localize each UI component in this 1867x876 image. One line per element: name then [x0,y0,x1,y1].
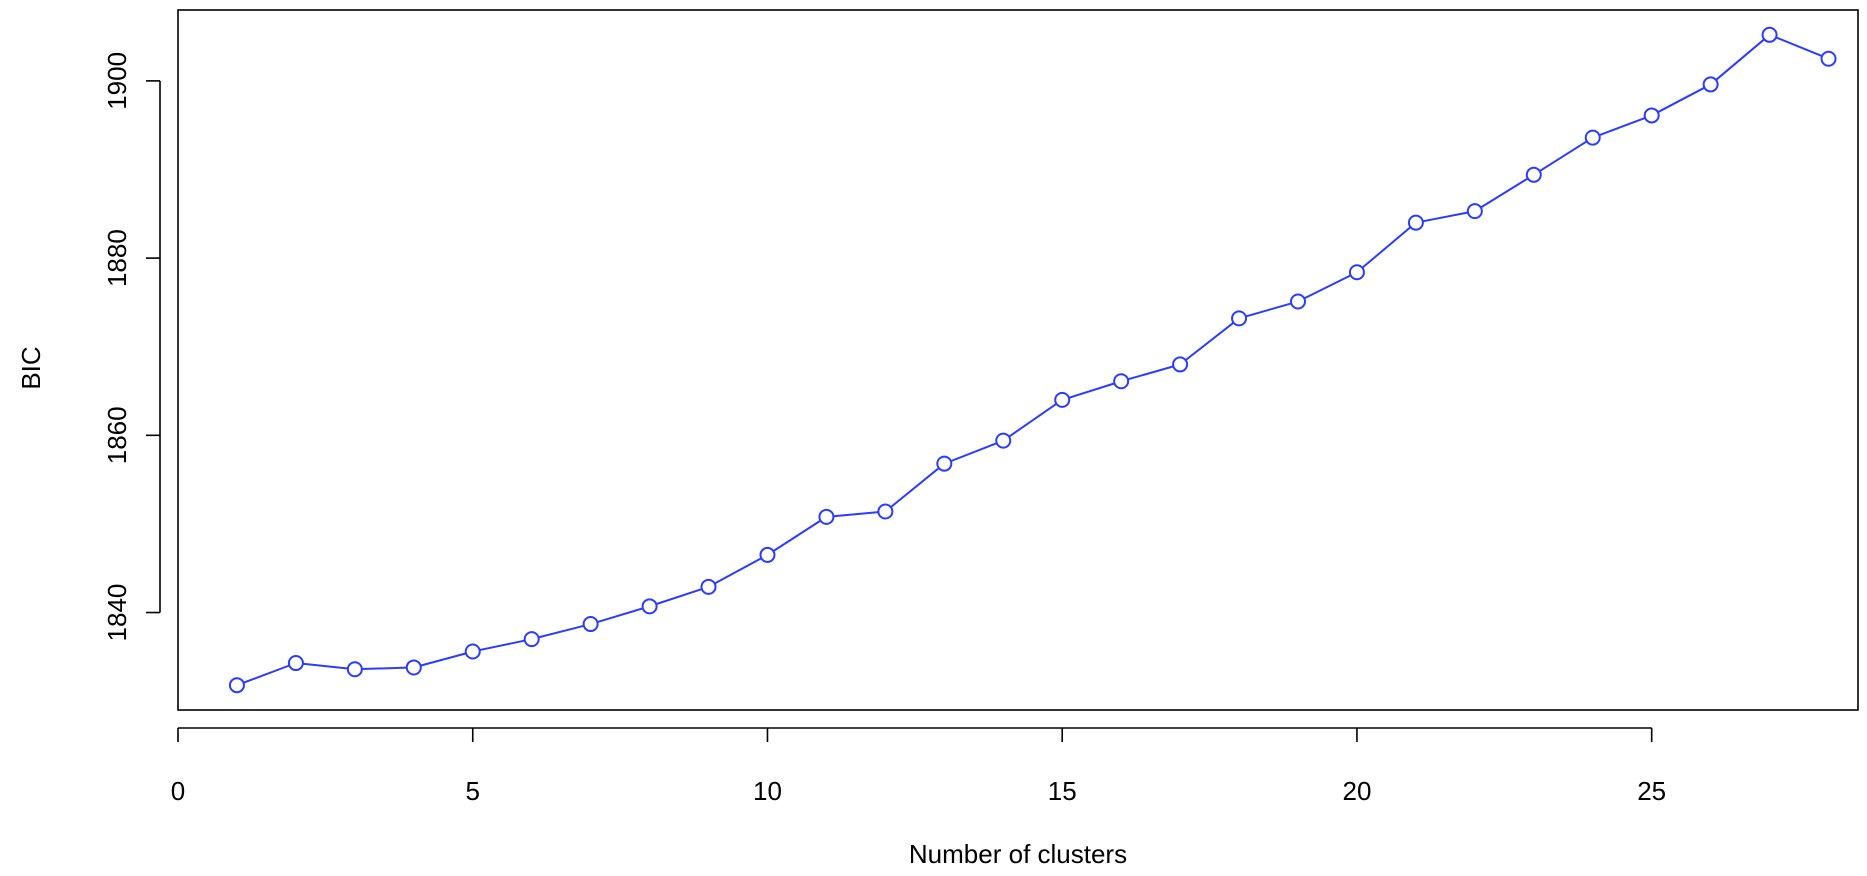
x-tick-label: 10 [753,776,782,806]
x-tick-label: 15 [1048,776,1077,806]
x-tick-label: 20 [1342,776,1371,806]
data-point [995,432,1012,449]
y-tick-label: 1840 [102,584,132,642]
data-point [818,508,835,525]
data-point [1054,391,1071,408]
data-point [1761,26,1778,43]
series-line-segment [1127,365,1174,381]
series-line-segment [1245,302,1292,318]
series-line-segment [420,652,467,667]
series-line-segment [714,557,762,585]
data-point [1466,203,1483,220]
y-tick-label: 1860 [102,406,132,464]
series-line-segment [1068,382,1115,399]
series-line-segment [1008,403,1058,438]
series-line-segment [1480,177,1529,209]
series-line-segment [833,511,879,518]
data-point [1231,310,1248,327]
data-point [1702,76,1719,93]
series-line-segment [243,664,290,684]
series-line-segment [655,588,703,606]
data-point [877,503,894,520]
series-line-segment [1422,211,1469,223]
series-line-segment [1185,321,1235,361]
y-tick-label: 1880 [102,229,132,287]
data-point [1584,129,1601,146]
data-point [700,578,717,595]
series-line-segment [1303,274,1352,300]
data-point [1172,356,1189,373]
series-line-segment [1775,36,1823,58]
series-line-segment [538,624,585,639]
series-line-segment [890,467,940,508]
x-tick-label: 25 [1637,776,1666,806]
series-line-segment [597,607,644,623]
data-point [287,655,304,672]
series-line-segment [1539,140,1588,172]
data-point [1643,107,1660,124]
x-tick-label: 5 [466,776,480,806]
data-point [1525,166,1542,183]
y-axis: 1840 1860 1880 1900 [102,52,161,642]
data-point [1820,50,1837,67]
series-line-segment [1657,86,1705,114]
data-point [228,677,245,694]
series-line-segment [302,662,348,670]
series-line-segment [1598,116,1646,137]
data-point [1290,293,1306,310]
data-point [936,455,953,472]
series-layer [228,26,1837,694]
data-point [346,661,363,678]
data-point [405,659,422,676]
x-axis: 0 5 10 15 20 25 [171,727,1666,806]
data-point [641,598,658,615]
x-tick-label: 0 [171,776,185,806]
y-axis-label: BIC [16,346,46,389]
series-line-segment [950,442,998,463]
data-point [1113,373,1130,390]
series-line-segment [361,666,407,671]
series-line-segment [1361,226,1412,269]
data-point [1348,264,1365,281]
data-point [1407,214,1424,231]
series-line-segment [479,639,526,652]
data-point [464,643,481,660]
series-line-segment [1715,38,1765,81]
plot-frame [177,9,1859,711]
series-line-segment [772,519,822,552]
y-tick-label: 1900 [102,52,132,110]
data-point [759,546,776,563]
data-point [582,616,599,633]
data-point [523,631,540,648]
x-axis-label: Number of clusters [909,839,1127,869]
